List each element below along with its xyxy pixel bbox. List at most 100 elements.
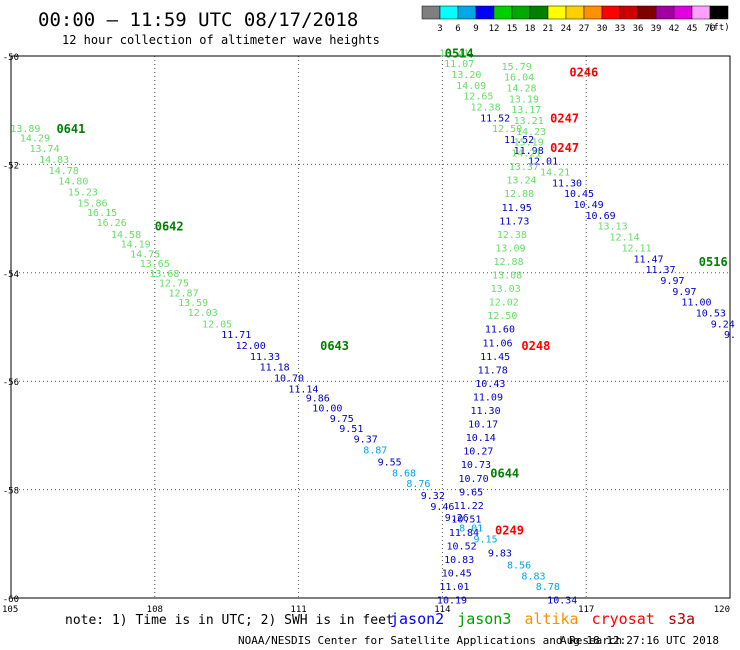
legend-bin-label: 36 (633, 24, 644, 34)
wave-height-label: 9.26 (445, 513, 469, 524)
satellite-name: s3a (668, 610, 695, 628)
wave-height-label: 14.80 (58, 177, 88, 188)
wave-height-label: 12.01 (528, 157, 558, 168)
wave-height-label: 10.51 (451, 514, 481, 525)
wave-height-label: 13.37 (509, 162, 539, 173)
wave-height-label: 9.97 (672, 287, 696, 298)
wave-height-label: 9.37 (354, 435, 378, 446)
pass-label: 0246 (569, 65, 598, 79)
wave-height-label: 11.22 (454, 501, 484, 512)
wave-height-label: 8.78 (536, 582, 560, 593)
pass-label: 0642 (155, 220, 184, 234)
wave-height-label: 10.19 (437, 596, 467, 607)
x-tick-label: 108 (147, 605, 163, 615)
pass-label: 0643 (320, 339, 349, 353)
legend-swatch (511, 5, 531, 20)
footer-credit: NOAA/NESDIS Center for Satellite Applica… (238, 634, 622, 647)
chart-title: 00:00 — 11:59 UTC 08/17/2018 (38, 9, 358, 31)
satellite-name: jason2 (390, 610, 444, 628)
wave-height-label: 12.38 (497, 230, 527, 241)
wave-height-label: 11.78 (478, 365, 508, 376)
wave-height-label: 12.11 (621, 243, 651, 254)
legend-bin-label: 3 (437, 24, 442, 34)
wave-height-label: 10.27 (463, 447, 493, 458)
legend-swatch (439, 5, 459, 20)
wave-height-label: 8.68 (392, 468, 416, 479)
legend-swatch (421, 5, 441, 20)
pass-label: 0248 (521, 339, 550, 353)
wave-height-label: 15.19 (514, 138, 544, 149)
wave-height-label: 13.17 (511, 105, 541, 116)
wave-height-label: 9.24 (711, 319, 735, 330)
legend-bin-label: 30 (597, 24, 608, 34)
x-tick-label: 111 (290, 605, 306, 615)
wave-height-label: 13.20 (451, 70, 481, 81)
y-tick-label: -54 (3, 270, 19, 280)
legend-swatch (529, 5, 549, 20)
legend-swatch (493, 5, 513, 20)
wave-height-label: 11.60 (485, 325, 515, 336)
wave-height-label: 10.17 (468, 420, 498, 431)
pass-label: 0247 (550, 111, 579, 125)
pass-labels: 0641 0642 0643 0644 0514 0516 0246 0247 0247 0248… (56, 46, 727, 537)
wave-height-label: 10.70 (459, 474, 489, 485)
wave-height-label: 10.52 (447, 542, 477, 553)
wave-height-label: 9.97 (660, 276, 684, 287)
wave-height-label: 12.50 (492, 124, 522, 135)
wave-height-label: 8.76 (406, 479, 430, 490)
wave-height-label: 14.21 (511, 149, 541, 160)
wave-height-label: 11.71 (221, 330, 251, 341)
wave-height-label: 14.29 (20, 133, 50, 144)
wave-height-label: 11.00 (681, 298, 711, 309)
wave-height-label: 13.03 (491, 284, 521, 295)
wave-height-label: 10.43 (475, 379, 505, 390)
legend-swatch (673, 5, 693, 20)
wave-height-label: 9.65 (459, 487, 483, 498)
wave-height-label: 14.23 (516, 127, 546, 138)
wave-height-label: 13.41 (439, 48, 469, 59)
wave-height-label: 10.14 (466, 433, 496, 444)
wave-height-label: 8.83 (521, 571, 545, 582)
y-tick-label: -58 (3, 487, 19, 497)
legend-swatch (601, 5, 621, 20)
legend-bin-label: 33 (615, 24, 626, 34)
wave-height-label: 14.21 (540, 168, 570, 179)
wave-height-label: 11.95 (502, 203, 532, 214)
legend-bin-label: 21 (543, 24, 554, 34)
wave-height-label: 10.49 (574, 200, 604, 211)
wave-height-label: 16.26 (97, 218, 127, 229)
wave-height-label: 11.84 (449, 528, 479, 539)
wave-height-label: 14.58 (111, 230, 141, 241)
wave-height-label: 13.74 (29, 144, 59, 155)
wave-height-label: 14.75 (130, 249, 160, 260)
legend-bin-label: 9 (473, 24, 478, 34)
wave-height-label: 11.30 (552, 178, 582, 189)
y-tick-label: -50 (3, 53, 19, 63)
legend-bin-label: 70 (705, 24, 716, 34)
wave-height-label: 11.52 (480, 113, 510, 124)
wave-height-label: 11.52 (504, 135, 534, 146)
wave-height-label: 16.15 (87, 208, 117, 219)
wave-height-label: 11.47 (633, 254, 663, 265)
wave-height-label: 9.46 (430, 502, 454, 513)
pass-label: 0644 (490, 466, 519, 480)
wave-height-label: 11.37 (645, 265, 675, 276)
satellite-name: altika (524, 610, 578, 628)
wave-height-label: 10.53 (696, 308, 726, 319)
wave-height-label: 14.28 (506, 84, 536, 95)
wave-height-label: 14.19 (121, 240, 151, 251)
legend-bin-label: 45 (687, 24, 698, 34)
wave-height-label: 15.23 (68, 188, 98, 199)
x-tick-label: 105 (2, 605, 18, 615)
wave-height-label: 15.86 (77, 198, 107, 209)
wave-height-label: 13.24 (506, 176, 536, 187)
wave-height-label: 12.02 (489, 298, 519, 309)
legend-swatch (691, 5, 711, 20)
wave-height-label: 9. (724, 330, 736, 341)
color-legend: 3 6 9 12 15 18 21 24 27 30 33 36 39 42 45 70 (421, 5, 729, 34)
wave-height-label: 13.13 (598, 222, 628, 233)
footer-note: note: 1) Time is in UTC; 2) SWH is in fe… (65, 613, 394, 628)
wave-height-label: 13.09 (495, 243, 525, 254)
